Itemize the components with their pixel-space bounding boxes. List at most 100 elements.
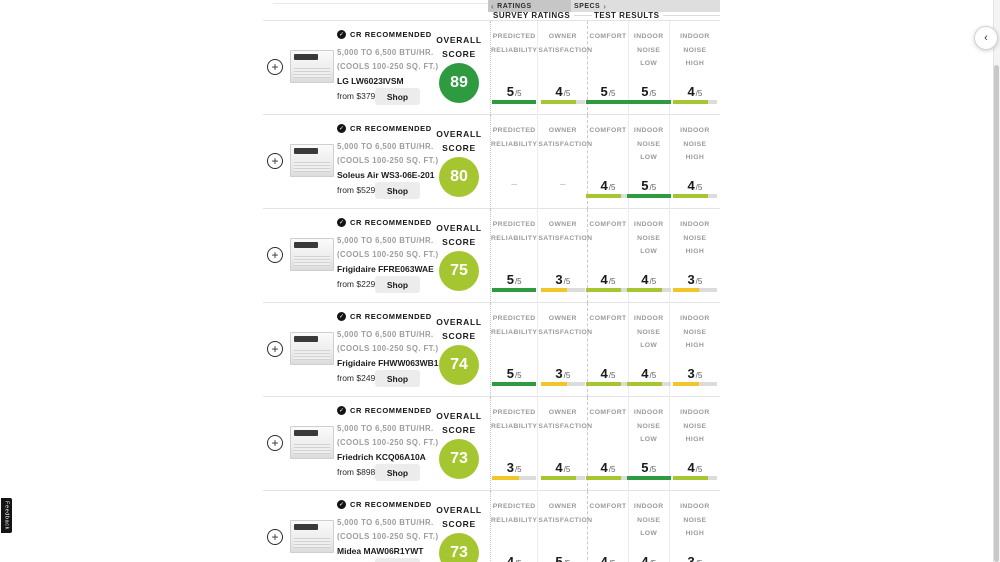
expand-row-button[interactable]: + [267,341,283,357]
column-header-line: NOISE [637,516,661,524]
scroll-left-button[interactable]: ‹ [974,26,998,50]
column-header: OWNER SATISFACTION [538,21,592,57]
ratings-cells: PREDICTED RELIABILITY 5/5 OWNER SATISFACTION… [490,21,720,115]
product-name-link[interactable]: Midea MAW06R1YWT [337,546,424,556]
shop-button[interactable]: Shop [375,88,420,105]
rating-value-group: 3/5 [538,365,587,383]
tab-specs[interactable]: SPECS › [571,2,606,11]
shop-button[interactable]: Shop [375,464,420,481]
check-icon: ✓ [337,500,346,509]
column-header-line: HIGH [685,530,705,537]
expand-row-button[interactable]: + [267,59,283,75]
column-header-line: LOW [640,60,658,67]
rating-value: 4 [641,366,649,381]
ac-vent [294,148,318,154]
rating-value-group: 4/5 [588,177,627,195]
rating-bar-fill [626,194,671,198]
rating-cell-indoor-noise-high: INDOOR NOISE HIGH 4/5 [670,397,720,491]
rating-not-available: – [511,179,517,190]
rating-value-group: 4/5 [588,459,627,477]
column-header: OWNER SATISFACTION [538,209,593,245]
ac-grille [294,256,330,266]
expand-row-button[interactable]: + [267,247,283,263]
overall-label-line: OVERALL [436,223,482,233]
check-icon: ✓ [337,124,346,133]
rating-cell-comfort: COMFORT 4/5 [585,115,630,209]
shop-button[interactable]: Shop [375,370,420,387]
tab-ratings[interactable]: ‹ RATINGS [488,0,571,12]
shop-button[interactable]: Shop [375,276,420,293]
rating-denominator: /5 [695,465,703,474]
column-header-line: LOW [640,342,658,349]
cr-recommended-badge: ✓ CR RECOMMENDED [337,500,432,509]
rating-bar-fill [672,100,709,104]
rating-not-available: – [560,179,566,190]
column-header-line: INDOOR [633,33,664,40]
rating-value: 4 [687,84,695,99]
rating-cell-indoor-noise-high: INDOOR NOISE HIGH 4/5 [670,21,720,115]
product-capacity: 5,000 TO 6,500 BTU/HR. [337,424,434,433]
rating-value: 5 [506,366,514,381]
table-row: + ✓ CR RECOMMENDED 5,000 TO 6,500 BTU/HR… [263,397,720,491]
product-name-link[interactable]: Friedrich KCQ06A10A [337,452,426,462]
rating-bar [492,476,537,480]
expand-row-button[interactable]: + [267,529,283,545]
rating-denominator: /5 [649,277,657,286]
column-header-line: OWNER [548,409,577,416]
expand-row-button[interactable]: + [267,435,283,451]
expand-row-button[interactable]: + [267,153,283,169]
plus-icon: + [271,248,279,262]
rating-cell-predicted-reliability: PREDICTED RELIABILITY 3/5 [491,397,539,491]
column-header-line: INDOOR [680,315,710,322]
overall-score-value: 73 [450,544,468,561]
plus-icon: + [271,530,279,544]
product-coverage: (COOLS 100-250 SQ. FT.) [337,156,439,165]
shop-button[interactable]: Shop [375,182,420,199]
ac-vent [294,430,318,436]
product-name-link[interactable]: Soleus Air WS3-06E-201 [337,170,435,180]
rating-value: 5 [641,84,649,99]
product-name-link[interactable]: LG LW6023IVSM [337,76,404,86]
rating-cell-predicted-reliability: PREDICTED RELIABILITY 4/5 [491,491,539,562]
vertical-scrollbar-thumb[interactable] [994,65,999,562]
tab-specs-label: SPECS [574,2,601,10]
column-header-line: SATISFACTION [538,234,593,242]
column-header: INDOOR NOISE LOW [629,303,669,353]
rating-value: 5 [600,84,608,99]
feedback-tab[interactable]: Feedback [1,498,12,533]
rating-bar [626,382,671,386]
rating-cell-indoor-noise-low: INDOOR NOISE LOW 5/5 [626,397,671,491]
product-coverage: (COOLS 100-250 SQ. FT.) [337,532,439,541]
column-header-line: PREDICTED [492,127,536,134]
product-name-link[interactable]: Frigidaire FFRE063WAE [337,264,434,274]
column-header: PREDICTED RELIABILITY [491,209,537,245]
rating-cell-indoor-noise-high: INDOOR NOISE HIGH 4/5 [670,115,720,209]
table-row: + ✓ CR RECOMMENDED 5,000 TO 6,500 BTU/HR… [263,491,720,562]
rating-bar-fill [585,100,630,104]
overall-label-line: SCORE [442,519,476,529]
shop-button[interactable]: Shop [375,558,420,562]
rating-value-group: 4/5 [670,459,720,477]
column-header-line: SATISFACTION [538,140,593,148]
rating-value: 4 [600,460,608,475]
overall-score-label: OVERALL SCORE [429,221,489,249]
column-header: OWNER SATISFACTION [538,491,592,527]
rating-bar-fill [626,100,671,104]
rating-bar-fill [672,476,709,480]
column-header-line: PREDICTED [492,221,536,228]
overall-label-line: SCORE [442,425,476,435]
column-header-line: COMFORT [589,221,627,228]
product-rows: + ✓ CR RECOMMENDED 5,000 TO 6,500 BTU/HR… [263,20,720,562]
rating-bar-fill [540,100,577,104]
ac-grille [294,538,330,548]
rating-value-group: 5/5 [629,177,669,195]
column-header: COMFORT [588,209,627,232]
rating-denominator: /5 [564,559,571,562]
product-capacity: 5,000 TO 6,500 BTU/HR. [337,330,434,339]
product-name-link[interactable]: Frigidaire FHWW063WB1 [337,358,439,368]
overall-score-circle: 73 [439,533,479,562]
ac-vent [294,336,318,342]
overall-label-line: OVERALL [436,505,482,515]
rating-bar [626,194,671,198]
column-header-line: INDOOR [680,503,710,510]
